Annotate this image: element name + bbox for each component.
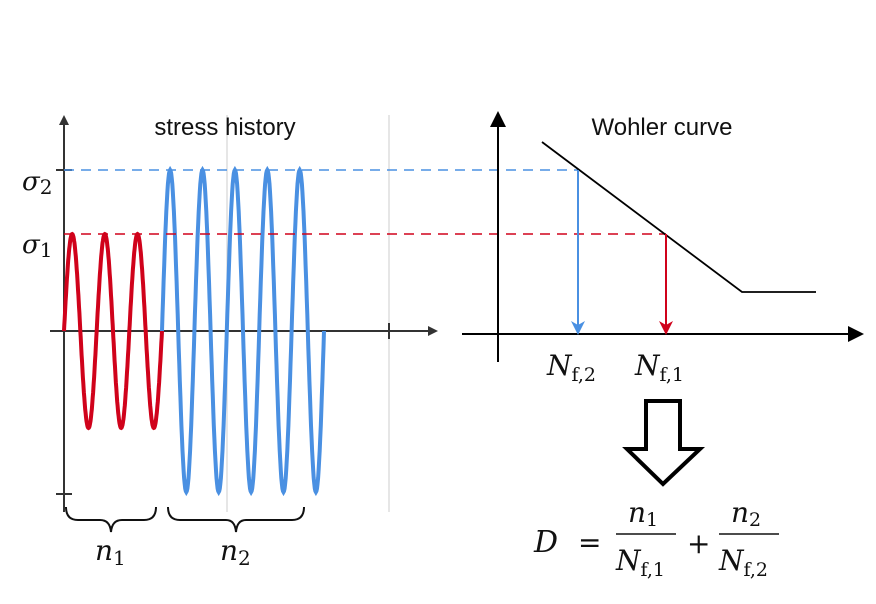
n1-label: n1 bbox=[95, 534, 126, 570]
wohler-curve-panel: Wohler curve Nf,2 Nf,1 bbox=[462, 111, 864, 386]
stress-history-title: stress history bbox=[154, 114, 295, 141]
formula-num2: n2 bbox=[731, 496, 761, 531]
sigma1-stress-block bbox=[62, 231, 164, 431]
damage-formula: D = n1 Nf,1 + n2 Nf,2 bbox=[533, 496, 779, 581]
formula-den2: Nf,2 bbox=[718, 544, 768, 581]
wohler-curve bbox=[541, 141, 816, 293]
wohler-curve-title: Wohler curve bbox=[592, 114, 733, 141]
formula-den1: Nf,1 bbox=[615, 544, 665, 581]
sigma2-stress-block bbox=[160, 165, 326, 497]
formula-equals: = bbox=[578, 526, 601, 559]
sigma1-label: σ1 bbox=[22, 230, 52, 262]
nf1-label: Nf,1 bbox=[634, 349, 684, 386]
n2-label: n2 bbox=[220, 534, 251, 570]
n2-brace bbox=[167, 506, 305, 533]
formula-plus: + bbox=[687, 527, 710, 560]
down-arrow-icon bbox=[622, 399, 706, 487]
formula-lhs: D bbox=[533, 525, 558, 560]
formula-num1: n1 bbox=[628, 496, 658, 531]
nf2-label: Nf,2 bbox=[546, 349, 596, 386]
sigma2-label: σ2 bbox=[22, 167, 52, 199]
n1-brace bbox=[65, 506, 157, 533]
stress-history-panel: stress history σ2 σ1 n1 n2 bbox=[22, 114, 438, 570]
